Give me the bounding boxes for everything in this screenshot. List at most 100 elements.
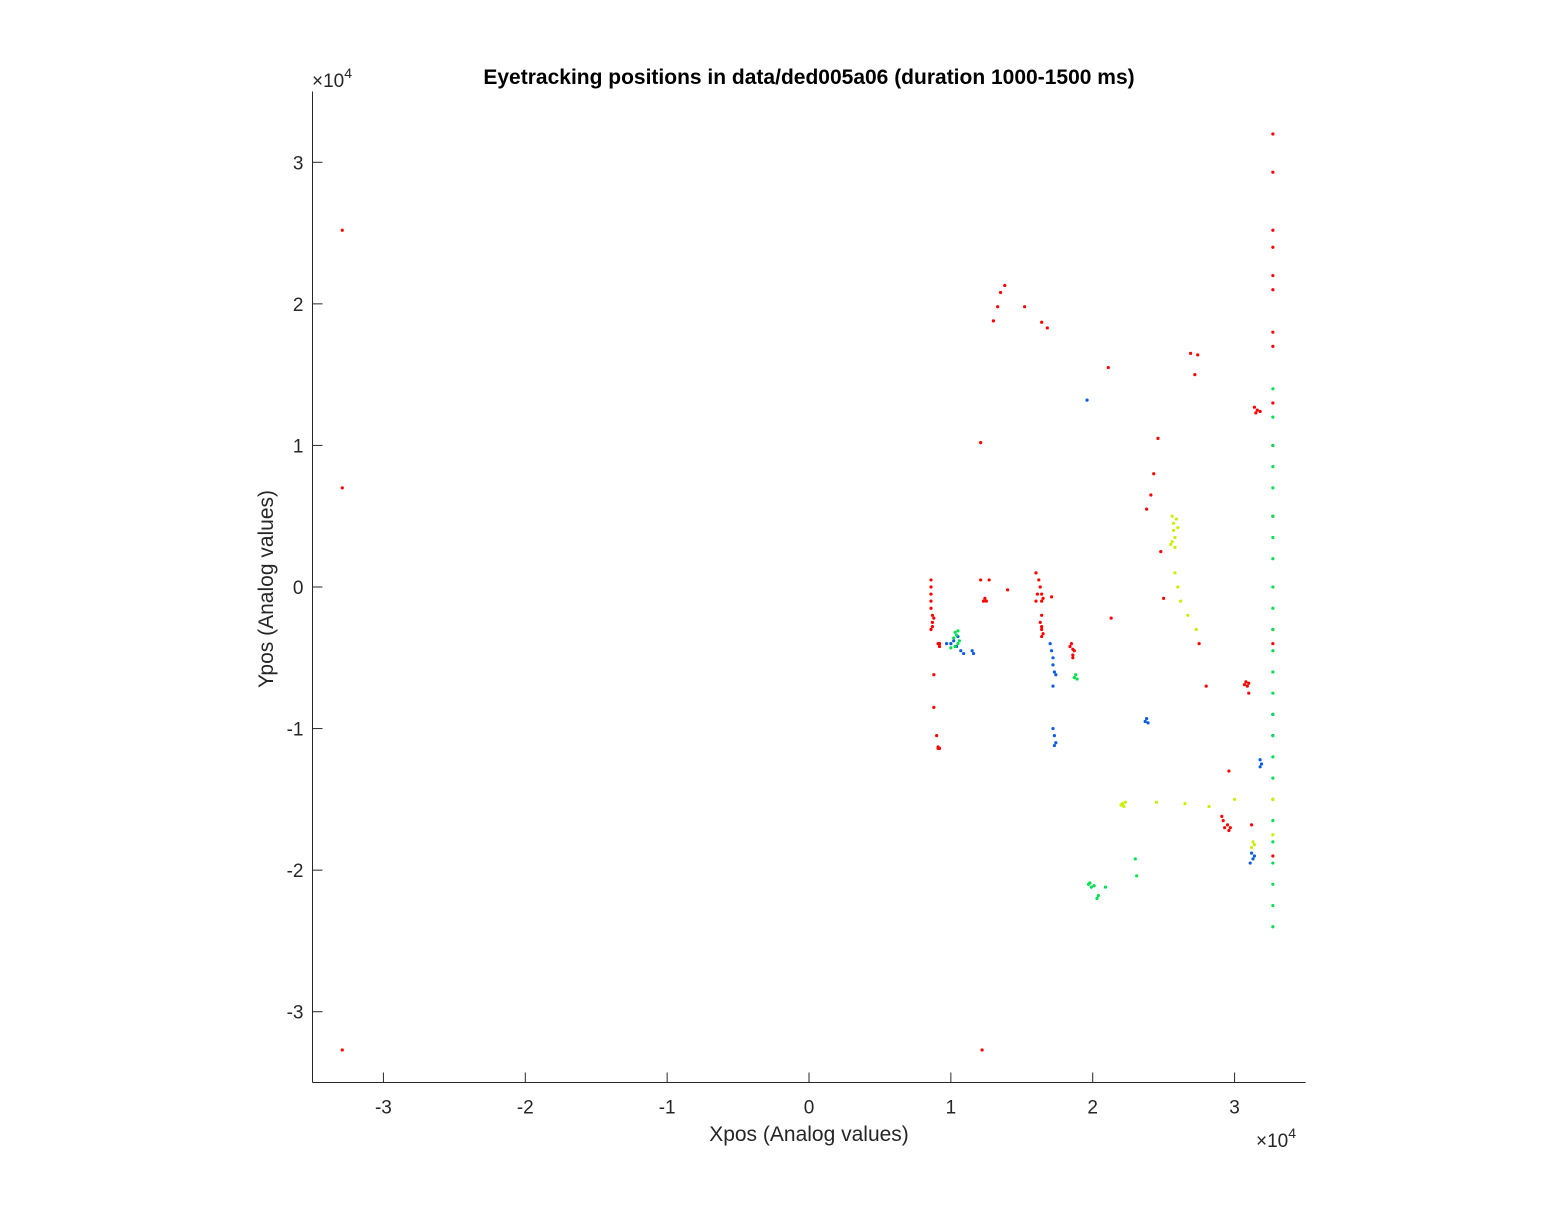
data-point — [1040, 320, 1044, 324]
data-point — [929, 592, 933, 596]
data-point — [1040, 634, 1044, 639]
data-point — [1271, 840, 1275, 844]
data-point — [1173, 545, 1177, 549]
data-point — [1271, 228, 1275, 232]
data-point — [1176, 585, 1180, 589]
data-point — [1154, 800, 1159, 804]
data-point — [952, 639, 956, 643]
data-point — [1227, 828, 1231, 833]
data-point — [952, 636, 956, 640]
data-point — [956, 642, 960, 646]
x-tick-label: 2 — [1087, 1098, 1098, 1119]
data-point — [1071, 656, 1075, 660]
data-point — [1119, 803, 1123, 807]
data-point — [1271, 330, 1275, 334]
data-point — [1255, 408, 1259, 412]
data-point — [1075, 677, 1079, 681]
y-tick-label: 2 — [293, 295, 304, 316]
data-point — [1228, 826, 1232, 830]
data-point — [1271, 925, 1275, 929]
data-point — [1271, 818, 1275, 823]
data-point — [991, 319, 996, 323]
data-point — [1040, 613, 1044, 617]
plot-area — [312, 91, 1306, 1083]
data-point — [1242, 683, 1247, 687]
data-point — [935, 734, 939, 738]
y-exponent-base: ×10 — [312, 71, 344, 92]
data-point — [1072, 649, 1076, 653]
data-point — [1092, 884, 1096, 888]
data-point — [1023, 305, 1027, 309]
data-point — [1054, 741, 1058, 745]
data-point — [1244, 680, 1248, 684]
data-point — [981, 599, 986, 603]
data-point — [1252, 843, 1257, 847]
data-point — [1271, 776, 1275, 780]
data-point — [1048, 642, 1052, 646]
chart-title: Eyetracking positions in data/ded005a06 … — [483, 66, 1134, 89]
data-point — [971, 651, 976, 656]
data-point — [929, 578, 933, 582]
data-point — [959, 649, 963, 653]
data-point — [929, 585, 933, 589]
data-point — [1170, 514, 1174, 518]
data-point — [1271, 854, 1275, 858]
data-point — [979, 441, 983, 445]
data-point — [929, 627, 933, 632]
data-point — [340, 1048, 344, 1052]
data-point — [1271, 465, 1275, 469]
data-point — [953, 644, 957, 649]
data-point — [1271, 415, 1275, 419]
data-point — [1071, 653, 1075, 657]
data-point — [1038, 620, 1042, 624]
data-point — [1095, 896, 1099, 901]
data-point — [340, 228, 344, 232]
data-point — [949, 642, 953, 646]
data-point — [1220, 814, 1224, 818]
data-point — [1258, 765, 1262, 769]
data-point — [340, 486, 344, 490]
data-point — [1069, 642, 1074, 646]
data-point — [1271, 585, 1275, 589]
data-point — [1122, 804, 1126, 809]
data-point — [1146, 721, 1150, 725]
data-point — [1173, 535, 1177, 540]
data-point — [1179, 599, 1183, 603]
data-point — [984, 599, 988, 603]
data-point — [1051, 656, 1055, 660]
data-point — [1271, 670, 1275, 674]
data-point — [1249, 823, 1254, 827]
data-point — [1049, 649, 1054, 653]
data-point — [1088, 881, 1092, 885]
data-point — [1271, 273, 1275, 278]
data-point — [1051, 684, 1055, 688]
x-axis-label: Xpos (Analog values) — [709, 1123, 909, 1146]
data-point — [937, 644, 942, 649]
data-point — [1096, 894, 1100, 898]
data-point — [945, 642, 949, 646]
data-point — [1034, 599, 1038, 603]
data-point — [1045, 326, 1049, 330]
data-point — [962, 651, 966, 656]
data-point — [1271, 387, 1275, 391]
data-point — [1193, 373, 1197, 377]
data-point — [1194, 627, 1198, 632]
data-point — [1034, 571, 1038, 575]
data-point — [1159, 550, 1163, 554]
y-axis-ticks: -3 -2 -1 0 1 2 3 — [287, 153, 323, 1024]
data-point — [929, 599, 933, 603]
data-point — [1271, 344, 1275, 348]
data-point — [1152, 472, 1156, 476]
data-point — [949, 646, 953, 650]
data-point — [1040, 627, 1044, 632]
data-point — [1169, 542, 1173, 547]
y-tick-label: 0 — [293, 578, 304, 599]
data-point — [1227, 769, 1231, 773]
data-point — [1037, 578, 1041, 582]
data-point — [1271, 755, 1275, 759]
x-exponent-base: ×10 — [1256, 1131, 1288, 1152]
data-point — [1133, 857, 1137, 861]
data-point — [1038, 585, 1042, 589]
data-point — [1271, 627, 1275, 632]
data-point — [1271, 557, 1275, 561]
